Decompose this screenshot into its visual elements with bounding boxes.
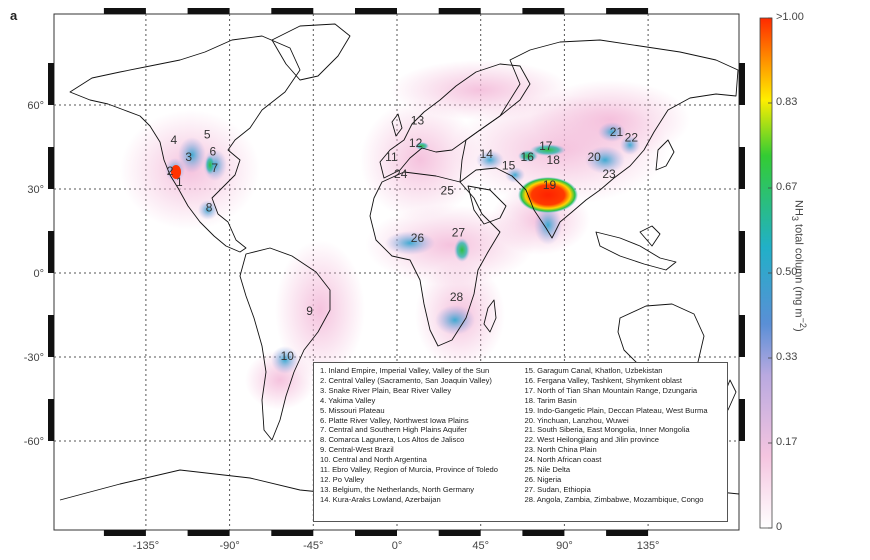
hotspot-label-5: 5 xyxy=(204,128,211,142)
lon-tick-label: 45° xyxy=(472,540,489,552)
hotspot-label-8: 8 xyxy=(206,200,213,214)
colorbar-tick-label: 0.50 xyxy=(776,266,798,278)
hotspot-legend: 1. Inland Empire, Imperial Valley, Valle… xyxy=(313,362,728,522)
hotspot-label-4: 4 xyxy=(170,133,177,147)
hotspot-label-11: 11 xyxy=(385,150,398,164)
colorbar-tick-label: 0 xyxy=(776,521,783,533)
legend-entry: 26. Nigeria xyxy=(524,474,562,484)
hotspot-label-14: 14 xyxy=(480,147,494,161)
hotspot-label-24: 24 xyxy=(394,167,408,181)
lat-tick-label: 0° xyxy=(33,268,44,280)
panel-label: a xyxy=(10,8,18,23)
legend-entry: 24. North African coast xyxy=(524,455,602,465)
hotspot-label-16: 16 xyxy=(521,150,535,164)
legend-entry: 10. Central and North Argentina xyxy=(320,455,427,465)
legend-entry: 6. Platte River Valley, Northwest Iowa P… xyxy=(320,415,469,425)
hotspot-label-26: 26 xyxy=(411,231,425,245)
nh3-concentration-field xyxy=(120,60,690,410)
legend-entry: 12. Po Valley xyxy=(320,474,365,484)
lon-tick-label: -135° xyxy=(133,540,159,552)
hotspot-label-28: 28 xyxy=(450,290,464,304)
hotspot-label-17: 17 xyxy=(539,139,553,153)
hotspot-label-18: 18 xyxy=(547,153,561,167)
legend-entry: 21. South Siberia, East Mongolia, Inner … xyxy=(524,425,690,435)
legend-entry: 28. Angola, Zambia, Zimbabwe, Mozambique… xyxy=(524,494,704,504)
legend-entry: 11. Ebro Valley, Region of Murcia, Provi… xyxy=(320,465,498,475)
legend-entry: 22. West Heilongjiang and Jilin province xyxy=(524,435,660,445)
hotspot-label-12: 12 xyxy=(409,136,423,150)
hotspot-label-1: 1 xyxy=(176,175,183,189)
hotspot-label-6: 6 xyxy=(210,144,217,158)
hotspot-label-15: 15 xyxy=(502,158,516,172)
legend-entry: 19. Indo-Gangetic Plain, Deccan Plateau,… xyxy=(524,405,708,415)
legend-entry: 13. Belgium, the Netherlands, North Germ… xyxy=(320,484,475,494)
lon-tick-label: 90° xyxy=(556,540,573,552)
legend-entry: 3. Snake River Plain, Bear River Valley xyxy=(320,385,452,395)
legend-entry: 8. Comarca Lagunera, Los Altos de Jalisc… xyxy=(320,435,465,445)
legend-entry: 27. Sudan, Ethiopia xyxy=(524,484,591,494)
lon-tick-label: -45° xyxy=(303,540,323,552)
hotspot-label-9: 9 xyxy=(306,304,313,318)
colorbar-title: NH3 total column (mg m−2) xyxy=(790,200,808,332)
lat-tick-label: 60° xyxy=(27,100,44,112)
hotspot-label-19: 19 xyxy=(543,178,557,192)
lon-tick-label: -90° xyxy=(219,540,239,552)
longitude-axis: -135° -90° -45° 0° 45° 90° 135° xyxy=(103,8,660,552)
lon-tick-label: 0° xyxy=(392,540,403,552)
lat-tick-label: -60° xyxy=(24,436,44,448)
hotspot-label-25: 25 xyxy=(441,184,455,198)
colorbar-tick-label: 0.83 xyxy=(776,96,798,108)
legend-entry: 25. Nile Delta xyxy=(524,465,571,475)
legend-entry: 4. Yakima Valley xyxy=(320,395,376,405)
legend-entry: 18. Tarim Basin xyxy=(524,395,577,405)
lat-tick-label: 30° xyxy=(27,184,44,196)
hotspot-label-23: 23 xyxy=(602,167,616,181)
hotspot-label-13: 13 xyxy=(411,114,425,128)
hotspot-label-2: 2 xyxy=(167,164,174,178)
hotspot-label-3: 3 xyxy=(185,150,192,164)
legend-entry: 14. Kura-Araks Lowland, Azerbaijan xyxy=(320,494,441,504)
colorbar-tick-label: >1.00 xyxy=(776,11,804,23)
hotspot-label-21: 21 xyxy=(610,125,624,139)
legend-entry: 15. Garagum Canal, Khatlon, Uzbekistan xyxy=(524,366,663,375)
legend-entry: 2. Central Valley (Sacramento, San Joaqu… xyxy=(320,375,492,385)
hotspot-label-7: 7 xyxy=(211,161,218,175)
legend-entry: 23. North China Plain xyxy=(524,445,597,455)
hotspot-label-10: 10 xyxy=(281,349,295,363)
colorbar-tick-label: 0.17 xyxy=(776,436,798,448)
legend-entry: 20. Yinchuan, Lanzhou, Wuwei xyxy=(524,415,629,425)
legend-entry: 5. Missouri Plateau xyxy=(320,405,385,415)
hotspot-label-20: 20 xyxy=(587,150,601,164)
legend-entry: 1. Inland Empire, Imperial Valley, Valle… xyxy=(320,366,490,375)
legend-column-2: 15. Garagum Canal, Khatlon, Uzbekistan 16… xyxy=(525,366,722,518)
colorbar-tick-label: 0.67 xyxy=(776,181,798,193)
legend-column-1: 1. Inland Empire, Imperial Valley, Valle… xyxy=(320,366,517,518)
hotspot-label-22: 22 xyxy=(625,130,639,144)
legend-entry: 17. North of Tian Shan Mountain Range, D… xyxy=(524,385,698,395)
legend-entry: 9. Central-West Brazil xyxy=(320,445,394,455)
colorbar-tick-label: 0.33 xyxy=(776,351,798,363)
legend-entry: 16. Fergana Valley, Tashkent, Shymkent o… xyxy=(524,375,682,385)
legend-entry: 7. Central and Southern High Plains Aqui… xyxy=(320,425,467,435)
lat-tick-label: -30° xyxy=(24,352,44,364)
hotspot-label-27: 27 xyxy=(452,226,466,240)
colorbar xyxy=(759,17,773,529)
lon-tick-label: 135° xyxy=(637,540,660,552)
latitude-axis: 60° 30° 0° -30° -60° xyxy=(24,63,745,448)
